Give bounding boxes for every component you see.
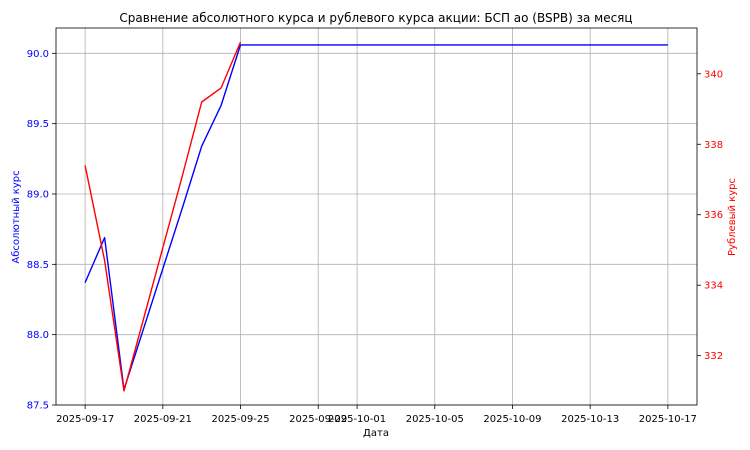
- y-left-tick-label: 89.5: [27, 119, 49, 130]
- y-right-tick-label: 334: [704, 281, 723, 292]
- x-tick-label: 2025-09-17: [56, 414, 114, 425]
- y-right-tick-label: 332: [704, 351, 723, 362]
- x-axis-label: Дата: [363, 428, 389, 439]
- y-axis-left-label: Абсолютный курс: [11, 170, 22, 263]
- y-right-tick-label: 340: [704, 69, 723, 80]
- y-axis-right: 332 334 336 338 340: [697, 69, 723, 362]
- x-tick-label: 2025-09-29: [289, 414, 347, 425]
- x-tick-label: 2025-09-25: [211, 414, 269, 425]
- series-lines: [84, 41, 668, 392]
- y-left-tick-label: 90.0: [27, 49, 49, 60]
- series-line-right: [84, 41, 242, 392]
- y-left-tick-label: 89.0: [27, 189, 49, 200]
- x-tick-label: 2025-10-17: [639, 414, 697, 425]
- x-tick-label: 2025-10-05: [406, 414, 464, 425]
- x-tick-label: 2025-10-09: [483, 414, 541, 425]
- y-left-tick-label: 88.5: [27, 260, 49, 271]
- y-axis-left: 87.5 88.0 88.5 89.0 89.5 90.0: [27, 49, 56, 412]
- grid: [56, 28, 697, 406]
- x-tick-label: 2025-09-21: [134, 414, 192, 425]
- chart-title: Сравнение абсолютного курса и рублевого …: [119, 11, 632, 25]
- y-left-tick-label: 87.5: [27, 401, 49, 412]
- y-right-tick-label: 338: [704, 140, 723, 151]
- x-axis: 2025-09-17 2025-09-21 2025-09-25 2025-09-29…: [56, 405, 697, 425]
- plot-frame: [55, 27, 698, 406]
- x-tick-label: 2025-10-13: [561, 414, 619, 425]
- y-axis-right-label: Рублевый курс: [727, 178, 738, 256]
- y-right-tick-label: 336: [704, 210, 723, 221]
- series-line-left: [84, 44, 668, 391]
- y-left-tick-label: 88.0: [27, 330, 49, 341]
- x-tick-label: 2025-10-01: [328, 414, 386, 425]
